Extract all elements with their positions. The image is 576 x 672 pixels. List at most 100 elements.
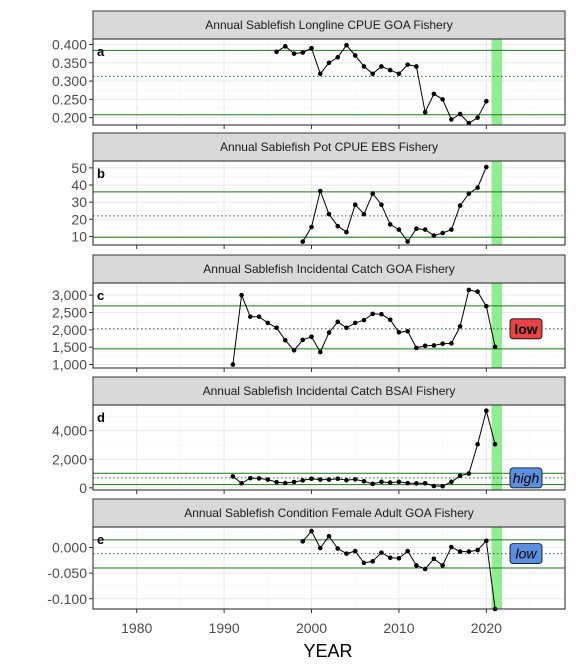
y-tick-label: -0.050 <box>47 565 87 581</box>
data-point <box>344 42 349 48</box>
data-point <box>431 556 437 562</box>
panel-border <box>92 282 566 369</box>
data-point <box>352 202 358 208</box>
data-point <box>326 60 332 66</box>
data-point <box>422 566 428 572</box>
status-badge-label: high <box>513 470 540 486</box>
data-point <box>379 64 384 69</box>
data-point <box>352 548 358 554</box>
data-point <box>431 483 437 489</box>
data-point <box>379 550 384 555</box>
data-point <box>352 53 358 58</box>
data-point <box>440 341 445 347</box>
y-tick-label: 20 <box>71 211 87 227</box>
data-point <box>414 481 419 486</box>
panel-c: Annual Sablefish Incidental Catch GOA Fi… <box>52 254 566 373</box>
data-point <box>256 314 262 319</box>
data-point <box>256 476 262 481</box>
data-point <box>361 560 367 566</box>
data-point <box>431 91 437 97</box>
data-point <box>317 349 323 355</box>
data-point <box>300 478 306 483</box>
data-point <box>265 477 271 482</box>
status-badge <box>509 318 543 340</box>
data-point <box>352 477 358 482</box>
data-point <box>379 479 384 485</box>
x-axis-label: YEAR <box>303 641 352 661</box>
data-point <box>344 325 349 331</box>
y-tick-label: 0 <box>79 480 87 496</box>
y-tick-label: 50 <box>71 160 87 176</box>
y-tick-label: 0.000 <box>52 540 87 556</box>
data-point <box>230 362 236 367</box>
data-point <box>440 563 445 568</box>
data-point <box>344 229 349 235</box>
panel-a: Annual Sablefish Longline CPUE GOA Fishe… <box>52 10 566 129</box>
data-point <box>370 311 376 317</box>
data-point <box>361 478 367 484</box>
data-point <box>422 343 428 349</box>
data-point <box>291 479 297 485</box>
data-point <box>387 67 393 73</box>
data-point <box>396 329 402 335</box>
data-point <box>370 481 376 487</box>
data-point <box>431 233 437 238</box>
x-tick-label: 2010 <box>383 620 414 636</box>
recent-years-band <box>491 405 503 490</box>
data-point <box>422 109 428 115</box>
data-point <box>239 292 244 298</box>
panel-border <box>92 38 566 126</box>
data-point <box>457 549 463 554</box>
data-point <box>309 528 314 534</box>
recent-years-band <box>491 39 503 125</box>
data-point <box>317 477 323 482</box>
y-tick-label: 0.400 <box>52 36 87 52</box>
x-tick-label: 1990 <box>209 620 240 636</box>
data-point <box>396 555 402 561</box>
data-point <box>335 54 341 60</box>
data-point <box>484 98 489 104</box>
panel-title: Annual Sablefish Incidental Catch GOA Fi… <box>203 262 454 276</box>
panel-border <box>92 404 566 491</box>
panel-title: Annual Sablefish Condition Female Adult … <box>184 506 474 520</box>
y-tick-label: 2,500 <box>52 304 87 320</box>
data-point <box>405 328 410 334</box>
y-tick-label: 0.200 <box>52 110 87 126</box>
data-point <box>484 408 489 414</box>
data-point <box>248 314 253 319</box>
panel-e: Annual Sablefish Condition Female Adult … <box>47 498 566 613</box>
x-tick-label: 2020 <box>471 620 502 636</box>
data-point <box>405 480 410 486</box>
data-point <box>274 325 279 331</box>
data-point <box>335 546 341 551</box>
data-point <box>414 345 419 351</box>
data-point <box>370 71 376 77</box>
data-point <box>396 227 402 232</box>
panel-letter: a <box>97 44 105 59</box>
x-axis: 1980 1990 2000 2010 2020 <box>121 620 502 636</box>
data-point <box>282 480 288 486</box>
y-tick-label: 2,000 <box>52 322 87 338</box>
data-point <box>466 287 472 293</box>
data-point <box>484 164 489 170</box>
y-tick-label: 40 <box>71 177 87 193</box>
panel-strip <box>92 132 566 162</box>
data-point <box>405 62 410 67</box>
data-point <box>352 320 358 326</box>
data-point <box>370 559 376 564</box>
data-point <box>326 477 332 482</box>
data-point <box>466 120 472 126</box>
data-point <box>440 230 445 236</box>
data-point <box>449 341 454 346</box>
data-point <box>291 51 297 56</box>
data-point <box>317 545 323 551</box>
data-point <box>457 203 463 208</box>
data-point <box>387 317 393 323</box>
data-point <box>484 303 489 309</box>
data-point <box>361 211 367 217</box>
data-point <box>248 475 253 481</box>
data-point <box>396 71 402 77</box>
data-point <box>422 480 428 486</box>
data-point <box>344 551 349 556</box>
